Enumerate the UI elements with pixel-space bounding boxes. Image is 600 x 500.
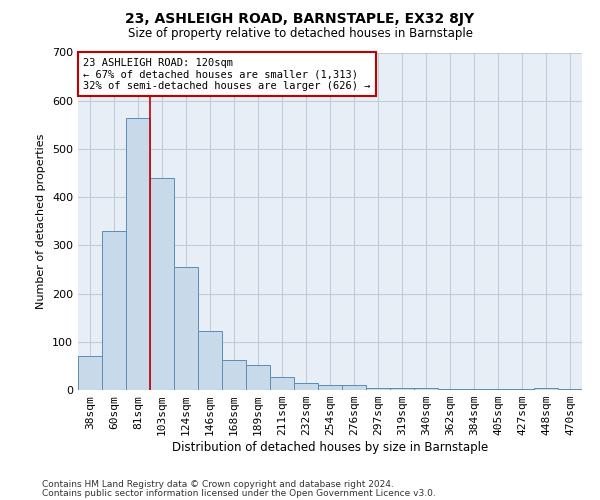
Bar — [246, 365, 270, 390]
Text: Size of property relative to detached houses in Barnstaple: Size of property relative to detached ho… — [128, 28, 473, 40]
Bar — [174, 267, 198, 390]
Text: 23, ASHLEIGH ROAD, BARNSTAPLE, EX32 8JY: 23, ASHLEIGH ROAD, BARNSTAPLE, EX32 8JY — [125, 12, 475, 26]
Bar — [510, 388, 534, 390]
Bar — [486, 388, 510, 390]
Bar — [342, 385, 366, 390]
Text: 23 ASHLEIGH ROAD: 120sqm
← 67% of detached houses are smaller (1,313)
32% of sem: 23 ASHLEIGH ROAD: 120sqm ← 67% of detach… — [83, 58, 371, 91]
Bar — [414, 388, 438, 390]
Bar — [102, 231, 126, 390]
Text: Contains public sector information licensed under the Open Government Licence v3: Contains public sector information licen… — [42, 488, 436, 498]
Bar — [222, 360, 246, 390]
Bar — [438, 388, 462, 390]
Bar — [150, 178, 174, 390]
Bar — [462, 388, 486, 390]
Bar — [78, 356, 102, 390]
Text: Contains HM Land Registry data © Crown copyright and database right 2024.: Contains HM Land Registry data © Crown c… — [42, 480, 394, 489]
Bar — [126, 118, 150, 390]
Bar — [270, 376, 294, 390]
Y-axis label: Number of detached properties: Number of detached properties — [37, 134, 46, 309]
Bar — [318, 384, 342, 390]
Bar — [534, 388, 558, 390]
Bar — [366, 388, 390, 390]
X-axis label: Distribution of detached houses by size in Barnstaple: Distribution of detached houses by size … — [172, 441, 488, 454]
Bar — [558, 388, 582, 390]
Bar — [198, 331, 222, 390]
Bar — [390, 388, 414, 390]
Bar — [294, 383, 318, 390]
